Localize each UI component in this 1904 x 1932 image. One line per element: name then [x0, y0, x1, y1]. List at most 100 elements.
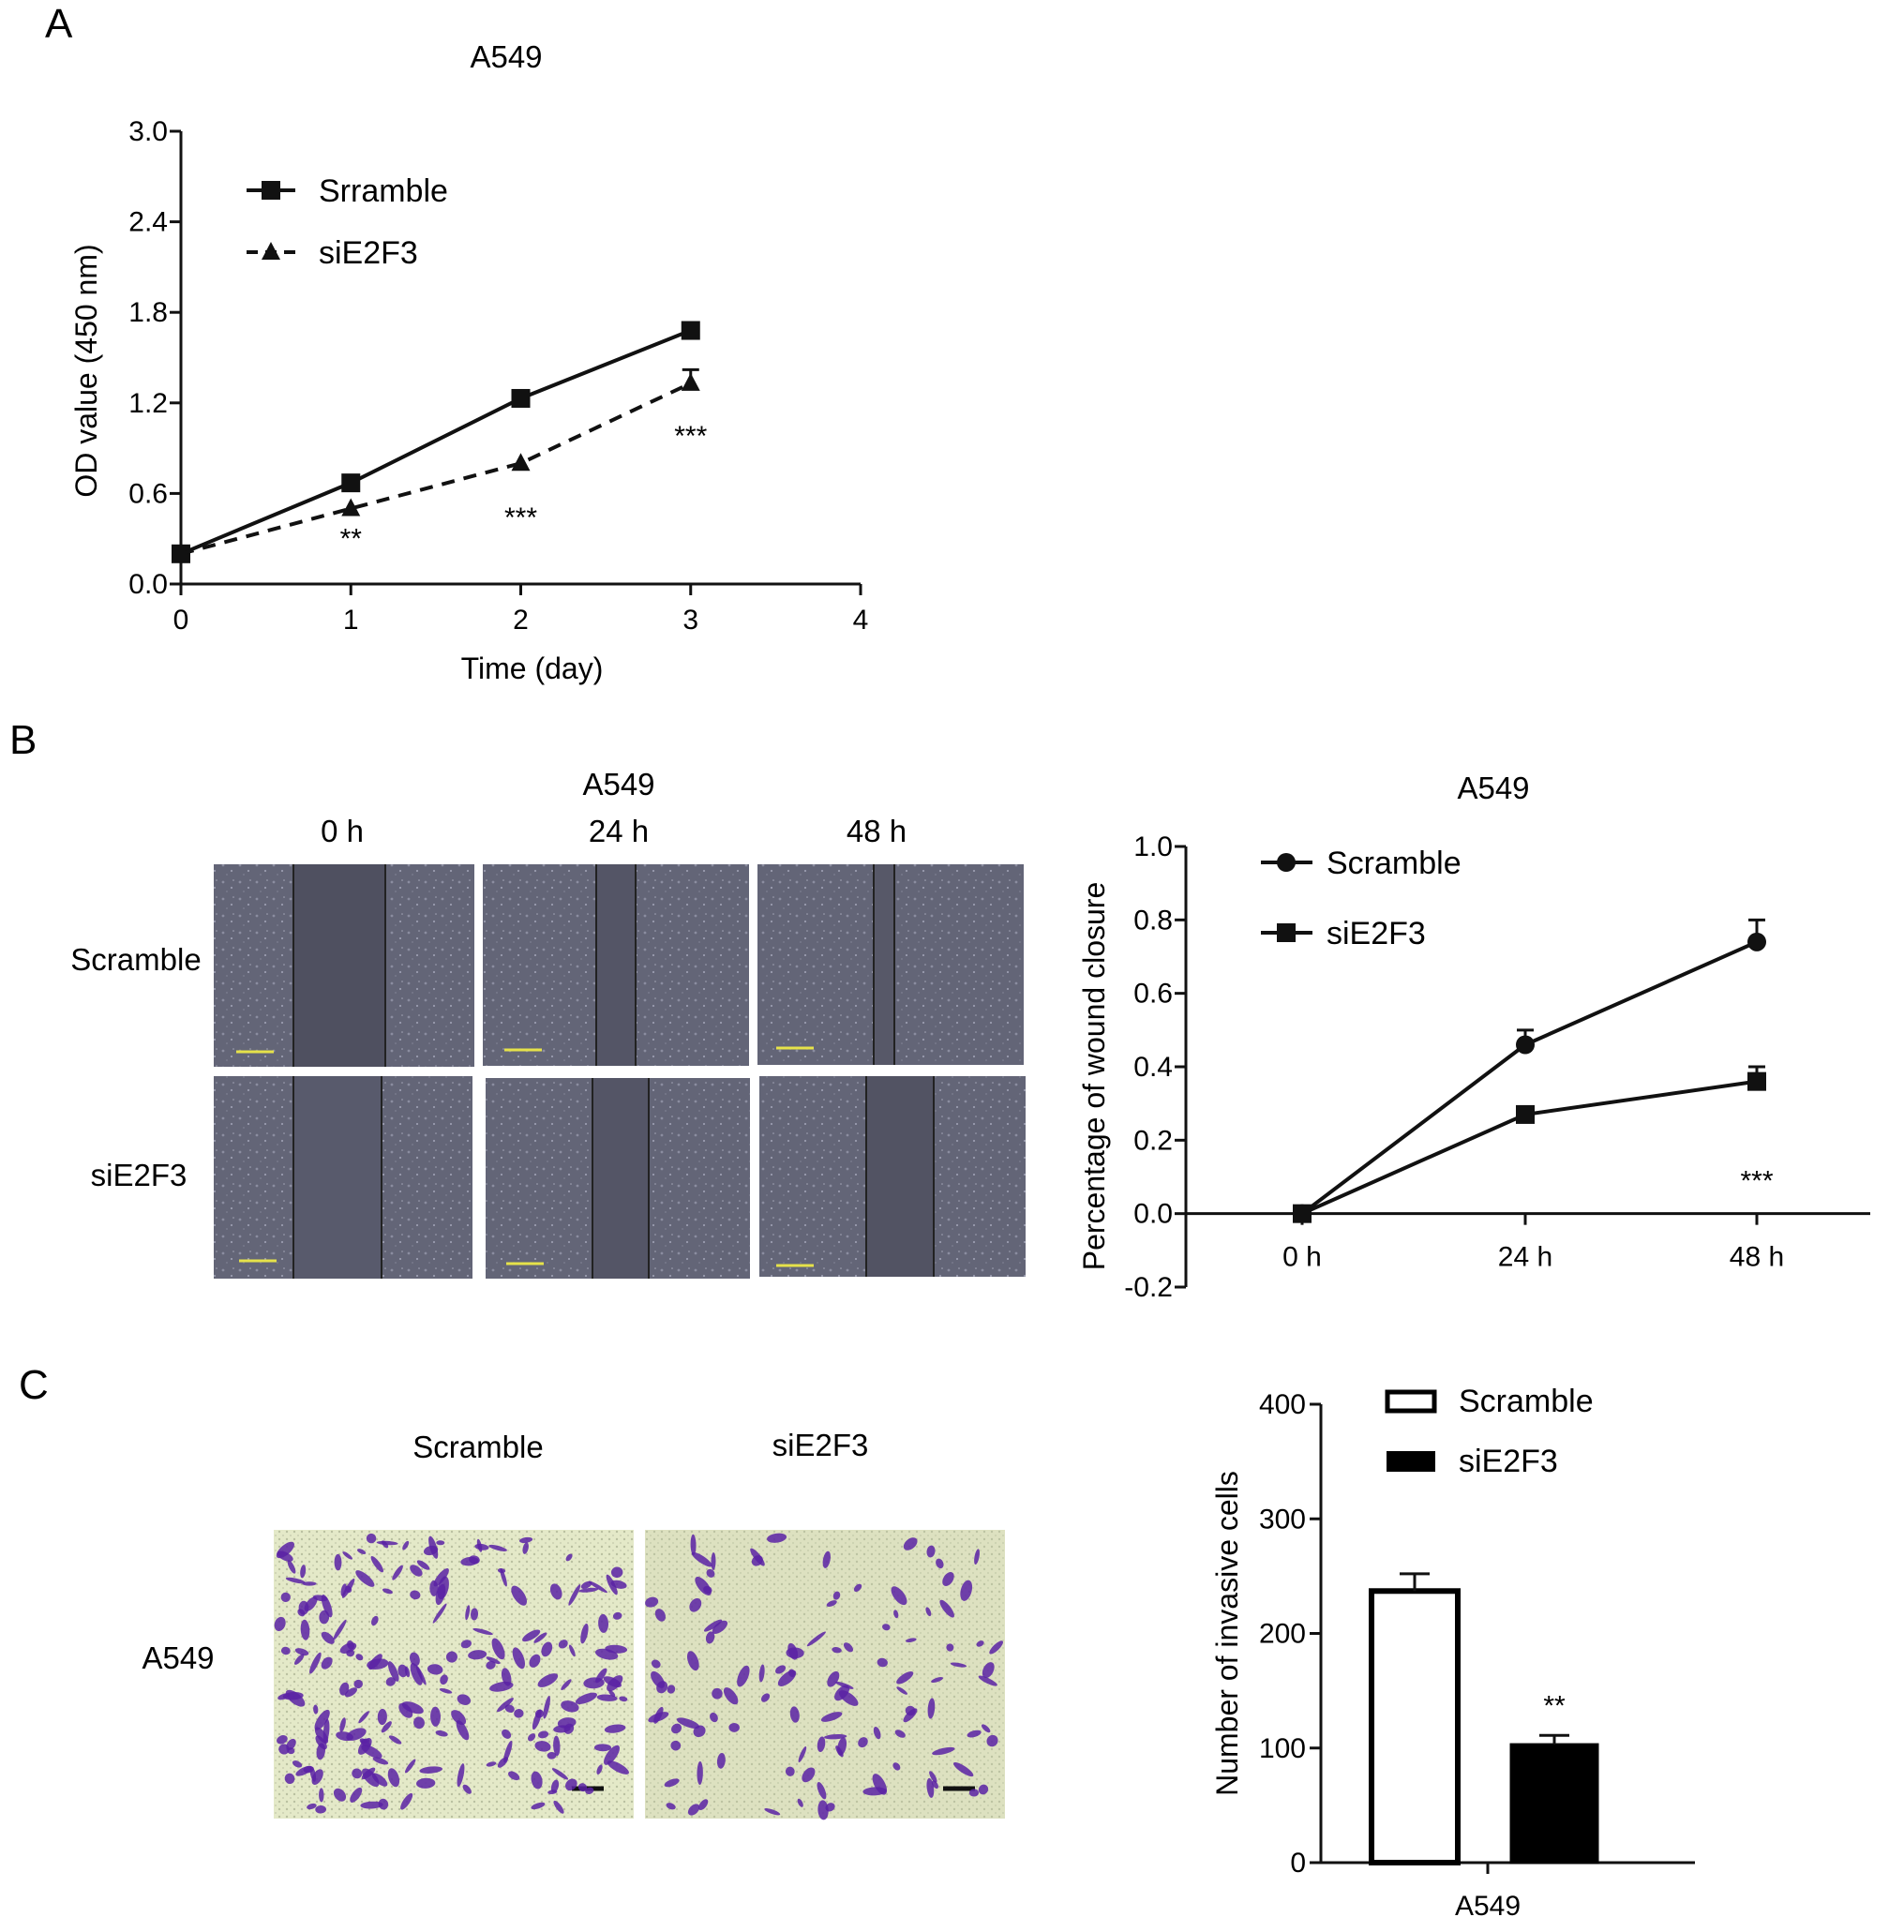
invasive-cell [728, 1722, 740, 1732]
chart-b-x-tick-label: 24 h [1498, 1242, 1552, 1273]
invasive-cell [858, 1737, 868, 1748]
invasive-cell [451, 1710, 467, 1726]
invasive-cell [651, 1659, 661, 1669]
invasive-cell [423, 1545, 439, 1556]
chart-b-series-line-1 [1300, 940, 1758, 1216]
invasive-cell [775, 1665, 787, 1674]
transwell-col-sie2f3: siE2F3 [772, 1428, 869, 1462]
invasive-cell [456, 1720, 470, 1741]
invasive-cell [534, 1741, 551, 1752]
chart-a-y-tick-label: 0.0 [128, 569, 168, 600]
wound-healing-images: A549 0 h 24 h 48 h Scramble siE2F3 [70, 767, 1026, 1279]
invasive-cell [277, 1735, 288, 1745]
invasive-cell [968, 1789, 980, 1797]
scratch-image-sie2f3-0h [214, 1076, 472, 1279]
chart-a-y-tick-label: 2.4 [128, 207, 168, 238]
panel-b-image-title: A549 [582, 767, 654, 801]
chart-b-point [1516, 1035, 1535, 1055]
invasive-cell [953, 1761, 974, 1777]
invasive-cell [946, 1643, 954, 1652]
chart-b-significance: *** [1740, 1165, 1773, 1196]
invasive-cell [504, 1704, 515, 1713]
invasive-cell [432, 1603, 447, 1624]
invasive-cell [462, 1784, 472, 1794]
invasive-cell [785, 1766, 795, 1776]
invasive-cell [502, 1729, 512, 1739]
scratch-image-sie2f3-24h [486, 1078, 750, 1279]
invasive-cell [419, 1766, 443, 1774]
invasive-cell [381, 1540, 389, 1549]
invasive-cell [503, 1740, 513, 1763]
invasive-cell [416, 1777, 436, 1789]
chart-a-x-tick-label: 1 [343, 605, 359, 636]
chart-a-title: A549 [470, 39, 542, 74]
col-label-48h: 48 h [847, 814, 907, 848]
invasive-cell [531, 1802, 546, 1810]
invasive-cell [319, 1610, 330, 1625]
chart-a-x-tick-label: 3 [682, 605, 698, 636]
transwell-col-scramble: Scramble [412, 1430, 543, 1464]
invasive-cell [891, 1586, 907, 1606]
invasive-cell [321, 1631, 335, 1644]
invasive-cell [737, 1665, 750, 1687]
chart-c-invasive-cells: 0 100 200 300 400 A549 Number of invasive cell… [1210, 1384, 1695, 1922]
invasive-cell [381, 1721, 392, 1733]
chart-b-legend-label: siE2F3 [1327, 916, 1426, 951]
invasive-cell [410, 1565, 423, 1577]
invasive-cell [378, 1798, 389, 1810]
invasive-cell [501, 1668, 512, 1686]
invasive-cell [286, 1738, 296, 1751]
invasive-cell [760, 1693, 771, 1702]
chart-a-y-tick-label: 1.8 [128, 297, 168, 328]
invasive-cell [666, 1803, 676, 1810]
invasive-cell [648, 1712, 669, 1723]
invasive-cell [788, 1669, 796, 1678]
invasive-cell [333, 1619, 347, 1640]
invasive-cell [287, 1560, 296, 1574]
invasive-cell [465, 1605, 471, 1621]
invasive-cell [522, 1629, 541, 1642]
invasive-cell [401, 1701, 424, 1715]
invasive-cell [508, 1771, 520, 1781]
chart-a-series-line-2 [180, 382, 692, 556]
invasive-cell [929, 1771, 937, 1783]
invasive-cell [593, 1744, 612, 1752]
chart-c-x-tick-label: A549 [1455, 1891, 1521, 1922]
invasive-cell [293, 1654, 305, 1665]
invasive-cell [645, 1596, 659, 1608]
chart-a-x-tick-label: 0 [173, 605, 189, 636]
row-label-scramble: Scramble [70, 942, 201, 977]
invasive-cell [612, 1611, 622, 1620]
invasive-cell [687, 1804, 700, 1816]
invasive-cell [512, 1647, 526, 1670]
invasive-cell [896, 1671, 914, 1685]
panel-letter-c: C [19, 1362, 49, 1408]
invasive-cell [824, 1733, 847, 1740]
invasive-cell [671, 1723, 682, 1734]
invasive-cell [410, 1662, 423, 1685]
chart-b-legend-marker [1277, 853, 1296, 872]
chart-a-y-tick-label: 3.0 [128, 116, 168, 147]
invasive-cell [551, 1768, 569, 1780]
invasive-cell [563, 1723, 575, 1734]
invasive-cell [767, 1533, 787, 1543]
invasive-cell [580, 1580, 592, 1589]
chart-a-legend-marker [262, 242, 280, 260]
invasive-cell [974, 1549, 980, 1565]
invasive-cell [806, 1631, 826, 1647]
invasive-cell [367, 1658, 389, 1670]
transwell-image-sie2f3 [645, 1530, 1005, 1820]
invasive-cell [427, 1664, 443, 1675]
invasive-cell [292, 1760, 303, 1768]
invasive-cell [339, 1642, 357, 1655]
invasive-cell [549, 1583, 562, 1600]
invasive-cell [873, 1726, 881, 1740]
invasive-cell [370, 1555, 384, 1573]
invasive-cell [838, 1690, 859, 1706]
invasive-cell [691, 1551, 712, 1567]
chart-a-point [172, 543, 190, 562]
invasive-cell [583, 1677, 605, 1689]
chart-b-point [1516, 1104, 1535, 1124]
invasive-cell [575, 1692, 597, 1704]
invasive-cell [486, 1656, 501, 1665]
